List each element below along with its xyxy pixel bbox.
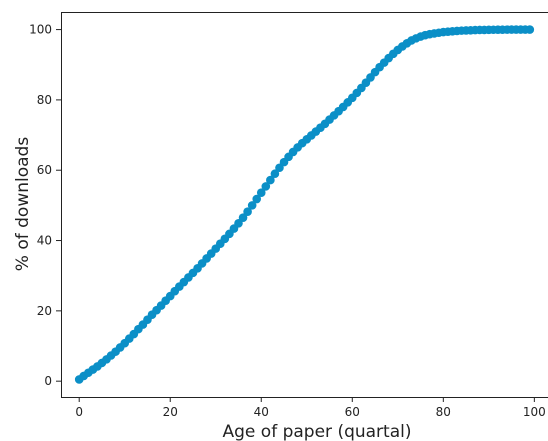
data-point xyxy=(247,201,257,210)
data-point xyxy=(270,169,280,179)
data-point xyxy=(238,213,248,222)
y-axis-ticks: 0 20 40 60 80 100 xyxy=(29,23,61,388)
x-axis-ticks: 0 20 40 60 80 100 xyxy=(75,397,546,419)
data-point xyxy=(243,207,252,217)
x-tick-label: 20 xyxy=(163,405,178,419)
x-tick-label: 40 xyxy=(254,405,269,419)
x-tick-label: 100 xyxy=(523,405,546,419)
y-tick-label: 20 xyxy=(37,304,52,318)
y-tick-label: 60 xyxy=(37,163,52,177)
plot-frame xyxy=(61,12,548,398)
data-point xyxy=(525,25,535,34)
y-tick-label: 0 xyxy=(44,374,52,388)
y-tick-label: 100 xyxy=(29,23,52,37)
y-tick-label: 80 xyxy=(37,93,52,107)
y-tick-label: 40 xyxy=(37,234,52,248)
x-tick-label: 0 xyxy=(75,405,83,419)
data-point xyxy=(252,194,262,204)
x-axis-label: Age of paper (quartal) xyxy=(223,422,412,441)
data-points xyxy=(74,25,535,384)
y-axis-label: % of downloads xyxy=(13,137,33,272)
x-tick-label: 60 xyxy=(345,405,360,419)
x-tick-label: 80 xyxy=(436,405,451,419)
data-point xyxy=(256,188,266,198)
data-point xyxy=(266,175,275,185)
data-point xyxy=(261,182,271,191)
